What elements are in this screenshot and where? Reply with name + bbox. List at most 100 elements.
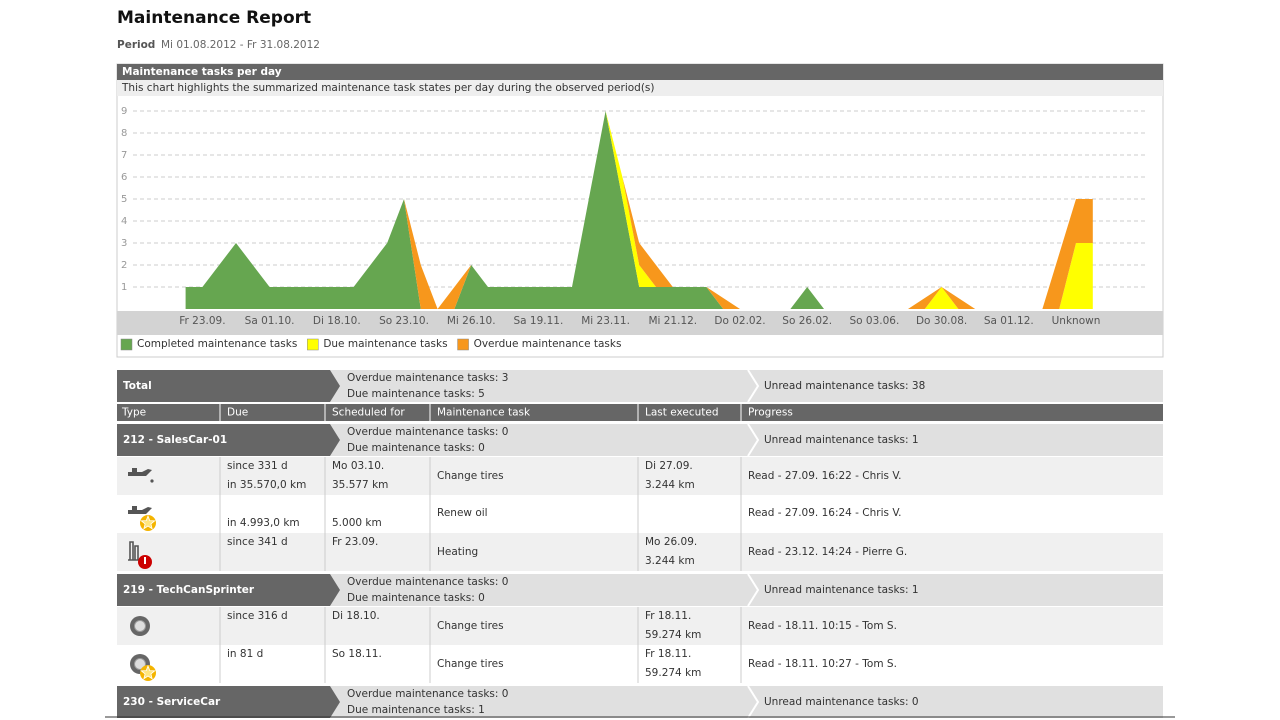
cell-last: Di 27.09. (645, 460, 693, 472)
cell-due: since 341 d (227, 536, 288, 548)
chevron (747, 369, 760, 403)
y-tick-label: 7 (121, 150, 127, 161)
group-label-bg (117, 574, 340, 606)
period-label: Period (117, 39, 155, 51)
cell-last: Mo 26.09. (645, 536, 697, 548)
chevron (747, 423, 760, 457)
cell-progress: Read - 18.11. 10:15 - Tom S. (748, 620, 897, 632)
overdue: Overdue maintenance tasks: 3 (347, 372, 508, 384)
column-header-bg (117, 404, 1163, 421)
icon-star (140, 664, 156, 680)
task-row (117, 645, 1163, 683)
legend-swatch (457, 338, 469, 351)
legend-swatch (307, 338, 319, 351)
icon-oil (128, 506, 152, 514)
y-tick-label: 2 (121, 260, 127, 271)
cell-scheduled: 35.577 km (332, 479, 388, 491)
cell-task: Heating (437, 546, 478, 558)
cell-progress: Read - 27.09. 16:22 - Chris V. (748, 470, 902, 482)
chart-title: Maintenance tasks per day (122, 66, 282, 78)
unread: Unread maintenance tasks: 0 (764, 696, 919, 708)
y-tick-label: 1 (121, 282, 127, 293)
x-tick-label: Fr 23.09. (179, 315, 225, 327)
x-axis-band (117, 311, 1163, 335)
cell-scheduled: Mo 03.10. (332, 460, 384, 472)
area (185, 111, 1093, 309)
group-label: 212 - SalesCar-01 (123, 434, 227, 446)
cell-scheduled: 5.000 km (332, 517, 382, 529)
cell-last: Fr 18.11. (645, 648, 691, 660)
column-header: Type (121, 407, 146, 419)
cell-last: Fr 18.11. (645, 610, 691, 622)
x-tick-label: Mi 26.10. (447, 315, 496, 327)
x-tick-label: Do 30.08. (916, 315, 967, 327)
chevron (747, 573, 760, 607)
y-tick-label: 5 (121, 194, 127, 205)
legend-swatch (120, 338, 133, 351)
x-tick-label: So 26.02. (782, 315, 832, 327)
cell-last: 3.244 km (645, 555, 695, 567)
x-tick-label: Di 18.10. (313, 315, 361, 327)
icon-drop (150, 479, 154, 483)
x-tick-label: So 23.10. (379, 315, 429, 327)
due: Due maintenance tasks: 1 (347, 704, 485, 716)
x-tick-label: So 03.06. (849, 315, 899, 327)
cell-scheduled: Di 18.10. (332, 610, 380, 622)
icon-oil (128, 468, 152, 476)
cell-last: 59.274 km (645, 629, 701, 641)
cell-last: 59.274 km (645, 667, 701, 679)
icon-star (140, 514, 156, 530)
column-header: Scheduled for (332, 407, 405, 419)
cell-due: in 35.570,0 km (227, 479, 306, 491)
cell-last: 3.244 km (645, 479, 695, 491)
cell-progress: Read - 23.12. 14:24 - Pierre G. (748, 546, 907, 558)
column-header: Maintenance task (437, 407, 531, 419)
x-tick-label: Do 02.02. (714, 315, 765, 327)
y-tick-label: 4 (121, 216, 127, 227)
x-tick-label: Sa 01.10. (245, 315, 295, 327)
due: Due maintenance tasks: 0 (347, 592, 485, 604)
task-row (117, 495, 1163, 533)
cell-due: in 81 d (227, 648, 263, 660)
x-tick-label: Sa 01.12. (984, 315, 1034, 327)
cell-task: Change tires (437, 620, 504, 632)
legend-label: Completed maintenance tasks (137, 338, 297, 350)
task-row (117, 533, 1163, 571)
x-tick-label: Unknown (1052, 315, 1101, 327)
chart-header (117, 64, 1163, 80)
overdue: Overdue maintenance tasks: 0 (347, 688, 508, 700)
cell-task: Change tires (437, 658, 504, 670)
cell-due: since 331 d (227, 460, 288, 472)
chart-subtitle: This chart highlights the summarized mai… (121, 82, 655, 94)
due: Due maintenance tasks: 5 (347, 388, 485, 400)
overdue: Overdue maintenance tasks: 0 (347, 426, 508, 438)
chevron (747, 685, 760, 719)
unread: Unread maintenance tasks: 1 (764, 584, 919, 596)
group-label: 219 - TechCanSprinter (123, 584, 255, 596)
cell-scheduled: So 18.11. (332, 648, 382, 660)
icon-rim (134, 658, 146, 670)
chart-subheader (117, 80, 1163, 96)
icon-alert-mark (144, 557, 146, 564)
overdue: Overdue maintenance tasks: 0 (347, 576, 508, 588)
area (185, 111, 1093, 309)
task-row (117, 607, 1163, 645)
y-tick-label: 3 (121, 238, 127, 249)
task-row (117, 457, 1163, 495)
cell-due: in 4.993,0 km (227, 517, 300, 529)
column-header: Last executed (645, 407, 719, 419)
x-tick-label: Sa 19.11. (513, 315, 563, 327)
y-tick-label: 9 (121, 106, 127, 117)
unread: Unread maintenance tasks: 38 (764, 380, 925, 392)
x-tick-label: Mi 21.12. (648, 315, 697, 327)
group-label-bg (117, 686, 340, 718)
cell-task: Renew oil (437, 507, 488, 519)
period: Mi 01.08.2012 - Fr 31.08.2012 (161, 39, 320, 51)
cell-progress: Read - 18.11. 10:27 - Tom S. (748, 658, 897, 670)
cell-task: Change tires (437, 470, 504, 482)
y-tick-label: 6 (121, 172, 127, 183)
group-label: Total (123, 380, 152, 392)
cell-progress: Read - 27.09. 16:24 - Chris V. (748, 507, 902, 519)
cell-due: since 316 d (227, 610, 288, 622)
